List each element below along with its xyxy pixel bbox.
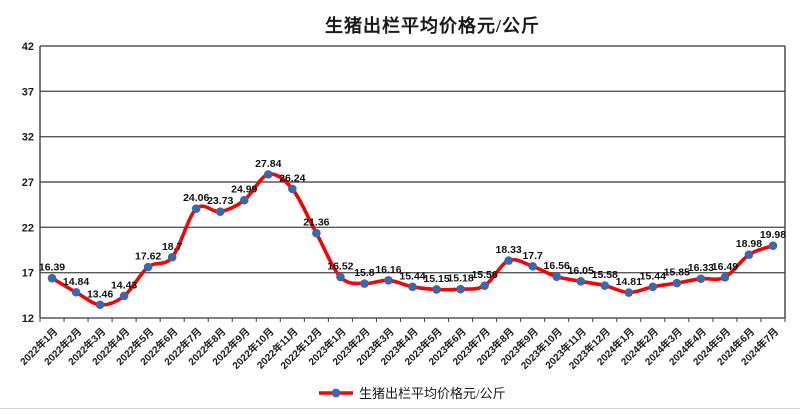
data-label: 26.24 (279, 172, 305, 184)
data-label: 24.99 (231, 184, 257, 196)
data-point-marker (600, 281, 610, 290)
data-point-marker (71, 287, 81, 297)
data-point-marker (360, 279, 369, 288)
data-point-marker (576, 276, 586, 286)
data-point-marker (528, 262, 537, 271)
data-point-marker (215, 207, 225, 216)
data-label: 15.8 (354, 267, 375, 279)
data-label: 15.85 (664, 267, 690, 279)
data-label: 14.43 (111, 279, 137, 291)
data-point-marker (119, 291, 129, 301)
data-label: 14.84 (63, 276, 89, 288)
legend-label: 生猪出栏平均价格元/公斤 (359, 386, 506, 401)
data-label: 15.44 (399, 270, 425, 282)
data-point-marker (239, 195, 249, 205)
data-point-marker (384, 275, 393, 285)
data-label: 15.44 (640, 270, 666, 282)
data-label: 27.84 (255, 158, 281, 170)
data-label: 16.16 (375, 264, 401, 276)
bottom-divider (0, 408, 800, 409)
data-point-marker (191, 204, 201, 213)
data-label: 16.33 (688, 262, 714, 274)
y-axis-label: 37 (22, 86, 34, 98)
y-axis-label: 27 (22, 177, 34, 189)
data-point-marker (336, 272, 345, 282)
data-label: 16.39 (39, 262, 65, 274)
y-axis-label: 12 (22, 313, 34, 325)
legend: 生猪出栏平均价格元/公斤 (318, 383, 506, 402)
data-label: 17.7 (522, 250, 543, 262)
data-label: 16.52 (327, 261, 353, 273)
data-label: 15.15 (423, 273, 449, 285)
data-label: 18.33 (495, 244, 521, 256)
data-point-marker (312, 228, 321, 238)
data-label: 17.62 (135, 251, 161, 263)
data-point-marker (456, 284, 465, 294)
data-point-marker (167, 252, 177, 262)
y-axis-label: 22 (22, 222, 34, 234)
data-point-marker (504, 256, 513, 265)
data-point-marker (552, 272, 561, 281)
data-point-marker (744, 250, 754, 260)
y-axis-label: 32 (22, 132, 34, 144)
data-label: 24.06 (183, 192, 209, 204)
data-point-marker (648, 282, 658, 292)
data-point-marker (432, 285, 441, 294)
data-label: 18.98 (736, 238, 762, 250)
data-point-marker (95, 300, 105, 310)
data-point-marker (264, 170, 273, 179)
data-point-marker (624, 288, 634, 297)
data-label: 16.49 (712, 261, 738, 273)
price-line-chart: 121722273237422022年1月2022年2月2022年3月2022年… (17, 41, 786, 372)
legend-line-marker-icon (319, 388, 353, 397)
y-axis-label: 17 (22, 268, 34, 280)
data-point-marker (288, 184, 297, 194)
data-point-marker (143, 262, 153, 272)
data-point-marker (408, 282, 417, 292)
data-label: 15.18 (447, 273, 473, 285)
data-label: 19.98 (760, 229, 786, 241)
data-point-marker (47, 273, 57, 283)
data-label: 15.56 (471, 269, 497, 281)
data-label: 13.46 (87, 288, 113, 300)
data-point-marker (720, 272, 730, 282)
data-label: 21.36 (303, 217, 329, 229)
data-point-marker (696, 274, 706, 284)
chart-title: 生猪出栏平均价格元/公斤 (325, 16, 540, 36)
data-label: 15.58 (592, 269, 618, 281)
data-label: 18.7 (162, 241, 183, 253)
data-label: 16.05 (568, 265, 594, 277)
data-label: 23.73 (207, 195, 233, 207)
data-point-marker (672, 278, 682, 288)
data-point-marker (480, 281, 489, 291)
data-label: 14.81 (616, 276, 642, 288)
y-axis-label: 42 (22, 41, 34, 53)
data-point-marker (768, 241, 778, 250)
data-label: 16.56 (544, 260, 570, 272)
